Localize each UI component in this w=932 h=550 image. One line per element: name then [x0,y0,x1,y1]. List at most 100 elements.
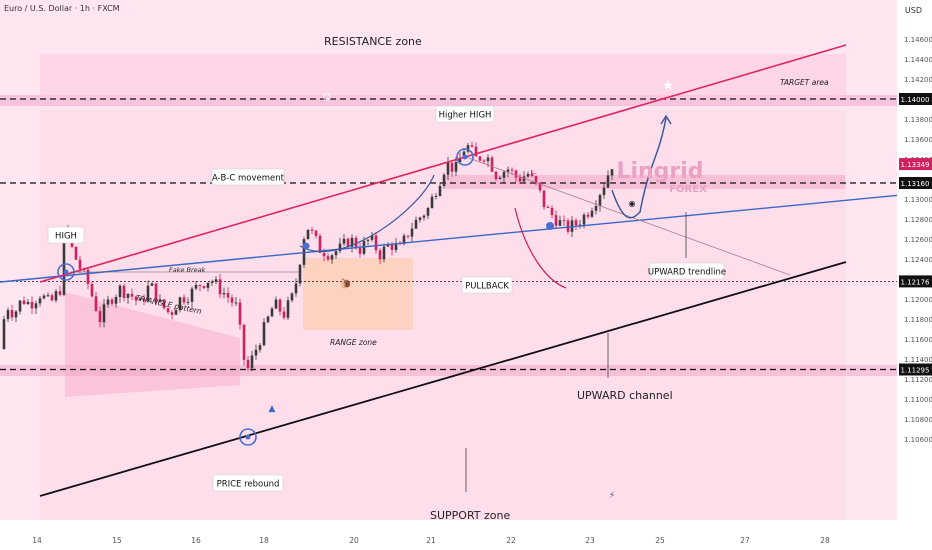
candle [582,214,586,225]
candle [238,302,242,325]
candle [454,162,458,172]
abc-point [302,242,310,250]
candle [470,145,474,147]
high-label-text: HIGH [55,232,77,242]
candle [498,177,502,179]
candle [306,229,310,240]
candle [346,238,350,247]
y-tick-label: 1.12400 [904,256,932,264]
y-tick-label: 1.12800 [904,216,932,224]
eye-icon: ◉ [629,199,636,208]
x-tick-label: 21 [426,536,436,545]
lightning-icon: ⚡ [609,491,615,501]
upward-channel-line [39,261,847,497]
pullback-label-text: PULLBACK [465,282,509,292]
price-marker: 1.13160 [901,180,930,188]
higher-high-label-text: Higher HIGH [439,111,492,121]
candle [578,224,582,226]
watermark-logo: Lingrid [616,159,703,184]
candle [262,322,266,346]
support-zone-label: SUPPORT zone [430,509,510,522]
candle [226,293,230,298]
candle [154,283,158,302]
candle [374,235,378,251]
x-tick-label: 27 [740,536,750,545]
candle [326,256,330,260]
candle [518,177,522,182]
candle [442,174,446,186]
upward-trendline [0,191,932,283]
watermark-sub: FOREX [669,184,707,195]
price-marker-bg [899,177,932,189]
candle [370,235,374,240]
flag-icon: ⊢ [531,169,538,178]
candle [422,215,426,218]
candle [606,175,610,188]
candle [290,293,294,301]
candle [258,345,262,350]
candle [526,174,530,177]
upward-trendline-label-bg [649,262,725,280]
candle [586,214,590,217]
candle [250,355,254,369]
candle [254,349,258,356]
candle [98,311,102,323]
candle [18,300,22,312]
candle [566,220,570,232]
candle [182,297,186,303]
candle [10,310,14,318]
upward-channel-label: UPWARD channel [577,389,673,402]
candle [294,283,298,294]
range-zone-box [303,258,413,330]
time-axis[interactable]: 14 15 16 18 20 21 22 23 25 27 28 [0,520,897,550]
candle [542,190,546,208]
candle [118,285,122,297]
candle [210,281,214,283]
candle [390,244,394,251]
up-arrow-icon: ▲ [269,404,276,414]
projection-arrowhead [660,114,672,125]
upward-trendline-label-text: UPWARD trendline [648,268,726,278]
snail-icon: 🐌 [340,278,352,290]
resistance-zone-label: RESISTANCE zone [324,35,422,48]
candle [274,299,278,309]
price-marker: 1.14000 [901,96,930,104]
candle [334,251,338,256]
candle [502,171,506,178]
candle [110,299,114,304]
pullback-label-bg [461,276,513,294]
target-area-label: TARGET area [780,78,829,87]
resistance-channel-line [39,44,847,283]
price-rebound-label-text: PRICE rebound [217,480,280,490]
current-price-bg [899,158,932,171]
candle [142,298,146,301]
price-rebound-label-bg [212,474,284,492]
support-band [0,365,897,376]
candle [530,174,534,177]
x-tick-label: 14 [32,536,42,545]
candle [162,299,166,309]
price-axis[interactable]: 1.146001.144001.142001.138001.136001.134… [897,0,932,550]
candle [414,219,418,229]
candle [74,246,78,260]
channel-shade [40,110,846,520]
candle [286,300,290,318]
y-tick-label: 1.10800 [904,416,932,424]
candle [446,162,450,175]
candle [106,299,110,305]
candle [514,170,518,178]
candle [466,145,470,152]
high-label-bg [47,226,85,244]
candle [610,169,614,176]
candle [594,205,598,211]
candle [122,285,126,298]
candle [2,319,6,349]
candle [554,215,558,226]
candle [190,288,194,302]
high-label: HIGH [47,226,85,244]
candle [406,235,410,237]
y-tick-label: 1.12000 [904,296,932,304]
candle [42,295,46,299]
candle [602,187,606,196]
